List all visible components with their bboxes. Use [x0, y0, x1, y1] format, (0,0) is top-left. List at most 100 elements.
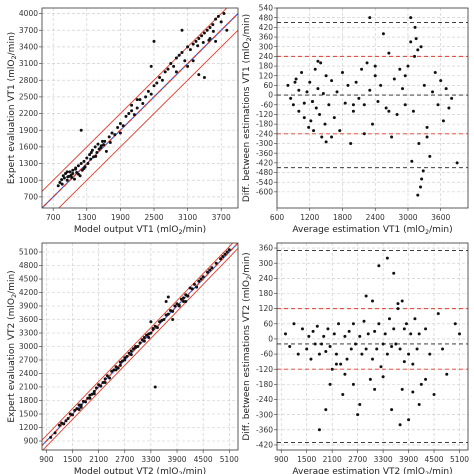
data-point — [411, 390, 415, 394]
data-point — [417, 332, 421, 336]
data-point — [97, 383, 101, 387]
data-point — [385, 256, 389, 260]
data-point — [447, 106, 451, 110]
data-point — [373, 64, 377, 68]
plot-area — [42, 8, 238, 208]
data-point — [392, 77, 396, 81]
data-point — [173, 304, 177, 308]
y-tick-label: 420 — [259, 23, 274, 32]
data-point — [76, 172, 80, 176]
data-point — [79, 128, 83, 132]
y-tick-label: -180 — [256, 120, 273, 129]
y-tick-label: 240 — [259, 52, 274, 61]
y-tick-label: 1500 — [19, 410, 38, 419]
data-point — [131, 347, 135, 351]
data-point — [368, 16, 372, 20]
data-point — [208, 268, 212, 272]
vt2-bland-altman-panel: 900 1500 2100 2700 3300 3900 4500 5100 -420 -360 -… — [242, 242, 469, 474]
data-point — [202, 31, 206, 35]
y-tick-label: 2500 — [19, 92, 38, 101]
data-point — [379, 365, 383, 369]
data-point — [136, 345, 140, 348]
data-point — [360, 67, 364, 71]
x-tick-label: 1800 — [333, 213, 352, 222]
data-point — [428, 154, 432, 158]
data-point — [206, 270, 210, 274]
data-point — [398, 67, 402, 71]
data-point — [407, 352, 411, 356]
data-point — [343, 334, 347, 338]
data-point — [102, 143, 106, 147]
x-tick-label: 3100 — [178, 213, 197, 222]
y-tick-label: -60 — [261, 350, 273, 359]
y-tick-label: -360 — [256, 425, 273, 434]
data-point — [61, 174, 65, 178]
x-tick-label: 2700 — [348, 455, 367, 464]
data-point — [307, 125, 311, 129]
y-tick-label: 4500 — [19, 275, 38, 284]
data-point — [201, 275, 205, 279]
x-tick-label: 2700 — [115, 455, 134, 464]
data-point — [368, 88, 372, 92]
data-point — [86, 162, 90, 166]
data-point — [308, 80, 312, 84]
x-tick-label: 3300 — [141, 455, 160, 464]
x-tick-label: 1900 — [111, 213, 130, 222]
y-tick-label: 180 — [259, 289, 274, 298]
data-point — [422, 83, 426, 87]
data-point — [79, 162, 83, 166]
data-point — [330, 79, 334, 83]
data-point — [138, 98, 142, 102]
data-point — [49, 435, 53, 439]
plot-frame — [276, 7, 469, 209]
data-point — [114, 368, 118, 372]
data-point — [184, 293, 188, 297]
data-point — [300, 327, 304, 331]
data-point — [400, 387, 404, 391]
data-point — [319, 61, 323, 65]
data-point — [140, 338, 144, 342]
data-point — [323, 122, 327, 126]
y-tick-label: 4800 — [19, 261, 38, 270]
data-point — [169, 62, 173, 66]
y-tick-label: 1300 — [19, 159, 38, 168]
y-tick-label: 2700 — [19, 356, 38, 365]
data-point — [199, 277, 203, 281]
data-point — [425, 125, 429, 129]
data-point — [316, 59, 320, 63]
data-point — [116, 125, 120, 129]
data-point — [390, 345, 394, 348]
data-point — [334, 362, 338, 366]
data-point — [172, 64, 176, 68]
x-tick-label: 4500 — [194, 455, 213, 464]
data-point — [129, 349, 133, 353]
data-point — [65, 170, 69, 174]
data-point — [343, 372, 347, 376]
data-point — [428, 352, 432, 356]
data-point — [195, 285, 199, 289]
data-point — [141, 102, 145, 106]
data-point — [330, 135, 334, 139]
data-point — [444, 87, 448, 91]
data-point — [324, 140, 328, 144]
data-point — [149, 320, 153, 324]
data-point — [324, 74, 328, 78]
data-point — [413, 54, 417, 58]
data-point — [414, 37, 418, 41]
data-point — [70, 175, 74, 179]
data-point — [296, 352, 300, 356]
data-point — [417, 403, 421, 407]
data-point — [182, 296, 186, 300]
y-tick-label: -60 — [261, 100, 273, 109]
y-tick-label: 240 — [259, 274, 274, 283]
data-point — [174, 56, 178, 60]
y-tick-label: 0 — [268, 335, 273, 344]
data-point — [311, 329, 315, 333]
y-tick-label: 360 — [259, 244, 274, 253]
y-tick-label: -360 — [256, 149, 273, 158]
data-point — [188, 48, 192, 52]
data-point — [358, 334, 362, 338]
x-tick-label: 2100 — [323, 455, 342, 464]
data-point — [433, 71, 437, 75]
data-point — [57, 423, 61, 427]
